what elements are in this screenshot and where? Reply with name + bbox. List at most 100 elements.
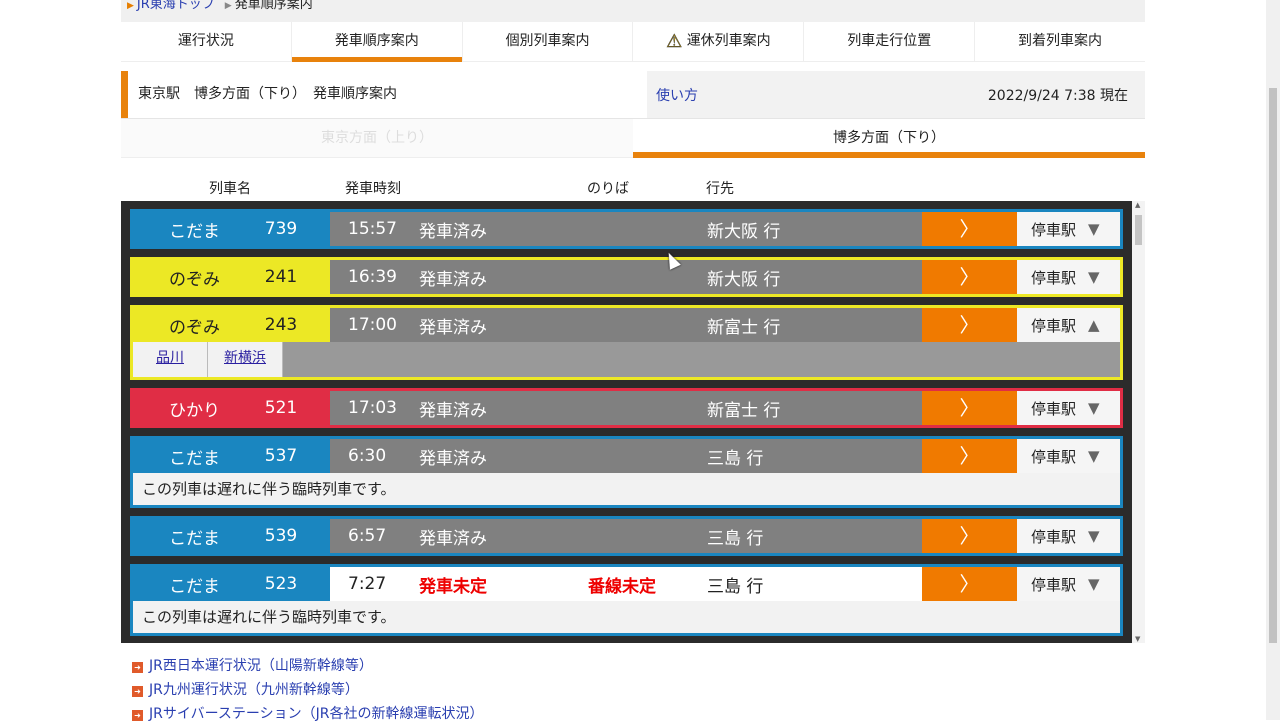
triangle-down-icon: ▼ <box>1088 399 1100 417</box>
triangle-down-icon: ▼ <box>1088 527 1100 545</box>
departure-info: 6:30 発車済み 三島 行 <box>330 439 922 473</box>
tab-departure-order[interactable]: 発車順序案内 <box>291 22 463 62</box>
timestamp: 2022/9/24 7:38 現在 <box>987 87 1128 104</box>
train-number: 537 <box>264 446 298 466</box>
main-tabs: 運行状況 発車順序案内 個別列車案内 ⚠ 運休列車案内 列車走行位置 到着列車案… <box>121 22 1145 62</box>
stops-toggle[interactable]: 停車駅 ▼ <box>1017 212 1120 246</box>
departure-status: 発車済み <box>419 221 487 242</box>
tab-label: 個別列車案内 <box>505 33 590 49</box>
destination: 三島 行 <box>707 448 764 469</box>
departure-info: 16:39 発車済み 新大阪 行 <box>330 260 922 294</box>
link-jr-kyushu[interactable]: JR九州運行状況（九州新幹線等） <box>149 682 359 698</box>
chevron-right-icon: 〉 <box>959 217 980 241</box>
train-detail-button[interactable]: 〉 <box>922 212 1017 246</box>
breadcrumb-current: 発車順序案内 <box>234 0 313 12</box>
tab-individual-train[interactable]: 個別列車案内 <box>463 22 634 61</box>
stops-label: 停車駅 <box>1031 316 1077 335</box>
train-name-cell: ひかり 521 <box>133 391 330 425</box>
stop-link[interactable]: 新横浜 <box>208 342 283 377</box>
departure-info: 7:27 発車未定 番線未定 三島 行 <box>330 567 922 601</box>
help-link[interactable]: 使い方 <box>656 87 698 104</box>
train-detail-button[interactable]: 〉 <box>922 308 1017 342</box>
train-list: こだま 739 15:57 発車済み 新大阪 行 〉 停車駅 ▼ のぞみ 241 … <box>121 201 1132 643</box>
col-destination: 行先 <box>706 181 734 197</box>
link-jr-cyber-station[interactable]: JRサイバーステーション（JR各社の新幹線運転状況） <box>149 706 484 722</box>
stops-toggle[interactable]: 停車駅 ▼ <box>1017 260 1120 294</box>
tab-train-position[interactable]: 列車走行位置 <box>804 22 976 61</box>
departure-status: 発車済み <box>419 528 487 549</box>
tab-operation-status[interactable]: 運行状況 <box>121 22 292 61</box>
train-number: 521 <box>264 398 298 418</box>
tab-label: 発車順序案内 <box>334 33 419 49</box>
list-scrollbar[interactable]: ▲ ▼ <box>1132 201 1145 643</box>
tab-hakata-bound[interactable]: 博多方面（下り） <box>633 119 1145 158</box>
direction-tabs: 東京方面（上り） 博多方面（下り） <box>121 119 1145 158</box>
warning-icon: ⚠ <box>666 31 683 53</box>
platform: 番線未定 <box>588 576 656 597</box>
tab-arrivals[interactable]: 到着列車案内 <box>975 22 1145 61</box>
departure-time: 7:27 <box>348 574 387 594</box>
stops-toggle[interactable]: 停車駅 ▲ <box>1017 308 1120 342</box>
tab-tokyo-bound[interactable]: 東京方面（上り） <box>121 119 633 157</box>
tab-cancelled-trains[interactable]: ⚠ 運休列車案内 <box>633 22 805 61</box>
scroll-down-icon[interactable]: ▼ <box>1135 635 1141 643</box>
train-row: こだま 539 6:57 発車済み 三島 行 〉 停車駅 ▼ <box>130 516 1123 556</box>
train-type: こだま <box>169 576 220 597</box>
triangle-icon: ▶ <box>224 1 232 11</box>
departure-time: 16:39 <box>348 267 397 287</box>
train-name-cell: こだま 537 <box>133 439 330 473</box>
stops-label: 停車駅 <box>1031 527 1077 546</box>
chevron-right-icon: 〉 <box>959 524 980 548</box>
scroll-up-icon[interactable]: ▲ <box>1135 201 1141 209</box>
breadcrumb-home-link[interactable]: JR東海トップ <box>136 0 215 12</box>
stop-link[interactable]: 品川 <box>133 342 208 377</box>
train-number: 539 <box>264 526 298 546</box>
breadcrumb: ▶ JR東海トップ ▶ 発車順序案内 <box>121 0 1145 22</box>
arrow-icon: ➜ <box>132 710 143 721</box>
col-platform: のりば <box>587 181 629 197</box>
departure-time: 6:57 <box>348 526 387 546</box>
train-name-cell: こだま 523 <box>133 567 330 601</box>
triangle-up-icon: ▲ <box>1088 316 1100 334</box>
train-type: こだま <box>169 528 220 549</box>
stops-toggle[interactable]: 停車駅 ▼ <box>1017 391 1120 425</box>
tab-label: 運行状況 <box>177 33 234 49</box>
train-detail-button[interactable]: 〉 <box>922 439 1017 473</box>
train-detail-button[interactable]: 〉 <box>922 391 1017 425</box>
train-name-cell: こだま 539 <box>133 519 330 553</box>
scrollbar-thumb[interactable] <box>1135 215 1142 245</box>
page-title: 東京駅 博多方面（下り） 発車順序案内 <box>121 71 647 118</box>
triangle-down-icon: ▼ <box>1088 268 1100 286</box>
stops-toggle[interactable]: 停車駅 ▼ <box>1017 519 1120 553</box>
stops-label: 停車駅 <box>1031 575 1077 594</box>
info-bar: 東京駅 博多方面（下り） 発車順序案内 使い方 2022/9/24 7:38 現在 <box>121 71 1145 119</box>
page-content: ▶ JR東海トップ ▶ 発車順序案内 運行状況 発車順序案内 個別列車案内 ⚠ 運休列… <box>121 0 1145 200</box>
chevron-right-icon: 〉 <box>959 396 980 420</box>
train-detail-button[interactable]: 〉 <box>922 260 1017 294</box>
train-type: のぞみ <box>169 317 220 338</box>
col-departure-time: 発車時刻 <box>345 181 401 197</box>
destination: 新大阪 行 <box>707 221 781 242</box>
stops-label: 停車駅 <box>1031 447 1077 466</box>
link-jr-west[interactable]: JR西日本運行状況（山陽新幹線等） <box>149 658 373 674</box>
train-detail-button[interactable]: 〉 <box>922 519 1017 553</box>
train-type: ひかり <box>169 400 220 421</box>
train-row: こだま 739 15:57 発車済み 新大阪 行 〉 停車駅 ▼ <box>130 209 1123 249</box>
stops-toggle[interactable]: 停車駅 ▼ <box>1017 439 1120 473</box>
destination: 三島 行 <box>707 528 764 549</box>
departure-status: 発車済み <box>419 400 487 421</box>
departure-time: 17:03 <box>348 398 397 418</box>
scrollbar-thumb[interactable] <box>1269 88 1277 643</box>
train-detail-button[interactable]: 〉 <box>922 567 1017 601</box>
destination: 新富士 行 <box>707 317 781 338</box>
departure-time: 15:57 <box>348 219 397 239</box>
page-scrollbar[interactable] <box>1266 0 1280 720</box>
train-number: 523 <box>264 574 298 594</box>
departure-info: 6:57 発車済み 三島 行 <box>330 519 922 553</box>
stops-toggle[interactable]: 停車駅 ▼ <box>1017 567 1120 601</box>
arrow-icon: ➜ <box>132 662 143 673</box>
chevron-right-icon: 〉 <box>959 444 980 468</box>
triangle-down-icon: ▼ <box>1088 575 1100 593</box>
train-number: 241 <box>264 267 298 287</box>
destination: 三島 行 <box>707 576 764 597</box>
